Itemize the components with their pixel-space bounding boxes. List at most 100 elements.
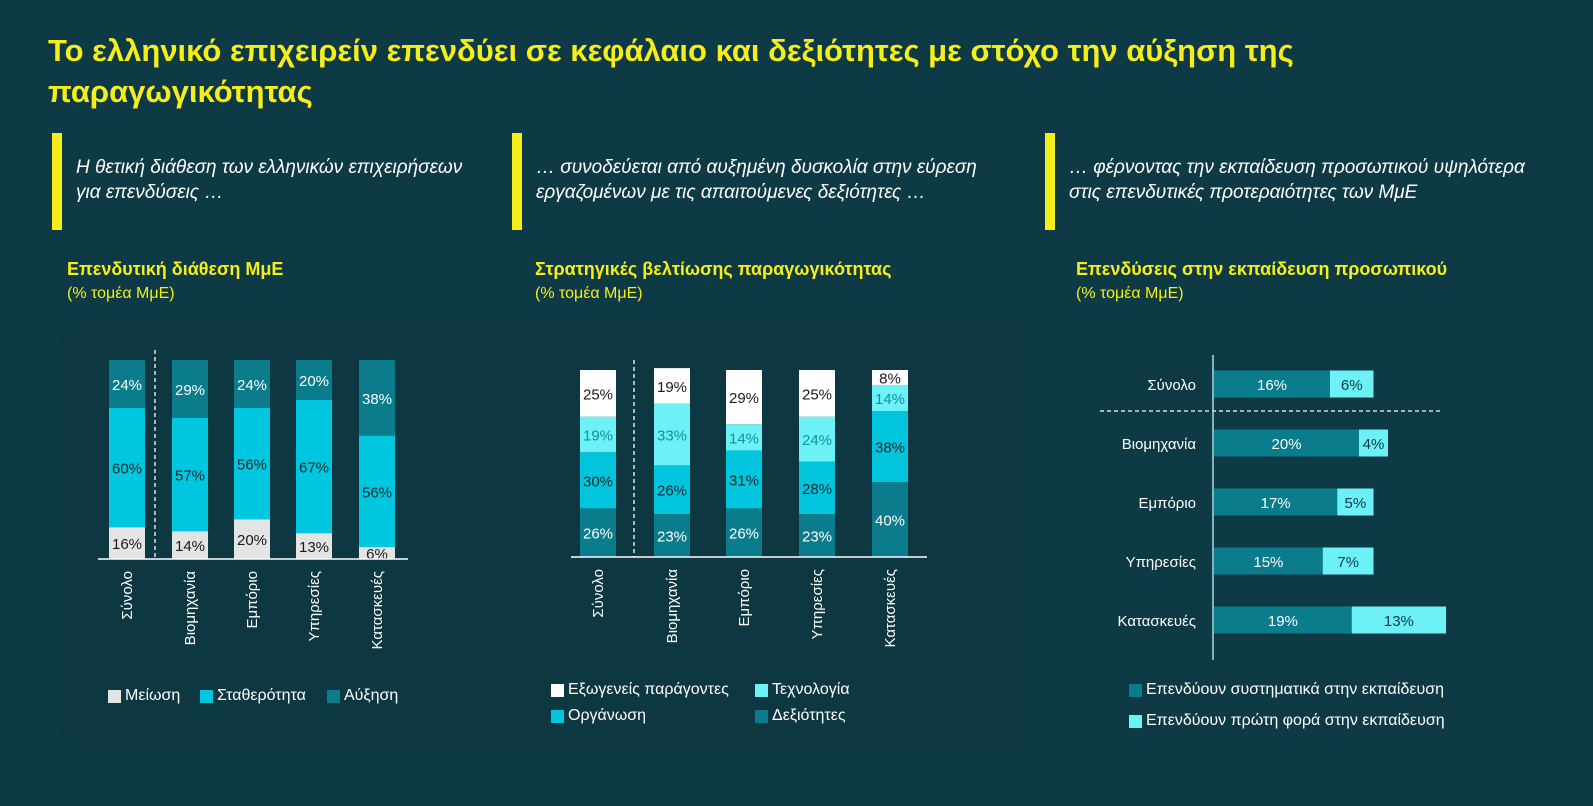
bar-segment (1214, 547, 1323, 575)
legend-swatch (1129, 683, 1142, 697)
data-label: 31% (729, 472, 759, 489)
data-label: 17% (1261, 495, 1291, 512)
bar-segment (654, 403, 690, 466)
data-label: 4% (1363, 436, 1385, 453)
legend-item: Οργάνωση (551, 707, 646, 725)
bar-segment (172, 531, 208, 559)
bar-segment (1214, 370, 1330, 398)
bar-segment (872, 370, 908, 385)
category-label: Κατασκευές (882, 569, 899, 647)
bar-segment (1214, 606, 1352, 634)
bar-segment (1359, 429, 1388, 457)
bar-segment (726, 370, 762, 425)
data-label: 14% (729, 430, 759, 447)
data-label: 5% (1345, 495, 1367, 512)
bar-segment (580, 416, 616, 453)
bar-segment (1214, 429, 1359, 457)
bar-segment (726, 508, 762, 557)
category-label: Σύνολο (1147, 377, 1196, 394)
bar-segment (654, 513, 690, 557)
data-label: 15% (1253, 554, 1283, 571)
data-label: 29% (175, 382, 205, 399)
bar-segment (1351, 606, 1446, 634)
bar-segment (359, 360, 395, 436)
legend-label: Επενδύουν πρώτη φορά στην εκπαίδευση (1146, 712, 1445, 729)
bar-segment (726, 450, 762, 509)
legend-item: Μείωση (108, 687, 180, 705)
bar-segment (799, 416, 835, 462)
bar-segment (109, 407, 145, 528)
legend-label: Εξωγενείς παράγοντες (568, 681, 729, 698)
bar-segment (799, 370, 835, 417)
category-label: Σύνολο (590, 569, 607, 618)
legend-item: Δεξιότητες (755, 707, 846, 725)
bar-segment (359, 435, 395, 548)
chart2-title: Στρατηγικές βελτίωσης παραγωγικότητας (535, 259, 892, 279)
data-label: 20% (299, 373, 329, 390)
data-label: 38% (875, 440, 905, 457)
data-label: 67% (299, 459, 329, 476)
data-label: 60% (112, 460, 142, 477)
bar-segment (109, 360, 145, 408)
bar-segment (799, 513, 835, 557)
chart1-subtitle: (% τομέα ΜμΕ) (67, 285, 175, 302)
data-label: 6% (366, 546, 388, 563)
legend-item: Σταθερότητα (200, 687, 306, 705)
legend-label: Μείωση (125, 687, 181, 704)
legend-item: Επενδύουν συστηματικά στην εκπαίδευση (1129, 681, 1444, 699)
data-label: 57% (175, 467, 205, 484)
bar-segment (654, 465, 690, 514)
legend-label: Τεχνολογία (772, 681, 850, 698)
chart1-title: Επενδυτική διάθεση ΜμΕ (67, 259, 284, 279)
data-label: 20% (1271, 436, 1301, 453)
category-label: Κατασκευές (1118, 613, 1196, 630)
data-label: 33% (657, 428, 687, 445)
category-label: Εμπόριο (244, 571, 261, 629)
bar-segment (359, 547, 395, 559)
legend-swatch (755, 683, 768, 697)
legend-swatch (108, 689, 121, 703)
bar-segment (872, 384, 908, 412)
bar-segment (580, 370, 616, 417)
legend-swatch (755, 709, 768, 723)
data-label: 56% (362, 484, 392, 501)
chart2-subtitle: (% τομέα ΜμΕ) (535, 285, 643, 302)
data-label: 14% (175, 538, 205, 555)
data-label: 30% (583, 473, 613, 490)
bar-segment (872, 482, 908, 557)
bar-segment (109, 527, 145, 559)
data-label: 16% (112, 536, 142, 553)
data-label: 26% (657, 483, 687, 500)
data-label: 13% (1384, 613, 1414, 630)
data-label: 24% (112, 377, 142, 394)
chart3-subtitle: (% τομέα ΜμΕ) (1076, 285, 1184, 302)
bar-segment (296, 533, 332, 559)
legend-label: Επενδύουν συστηματικά στην εκπαίδευση (1146, 681, 1445, 698)
category-label: Υπηρεσίες (1126, 554, 1196, 571)
chart3-title: Επενδύσεις στην εκπαίδευση προσωπικού (1076, 259, 1448, 279)
bar-segment (1330, 370, 1374, 398)
data-label: 23% (657, 528, 687, 545)
data-label: 13% (299, 539, 329, 556)
legend-label: Αύξηση (344, 687, 399, 704)
category-label: Εμπόριο (736, 569, 753, 627)
bar-segment (296, 360, 332, 400)
category-label: Βιομηχανία (664, 569, 681, 644)
quote-1: Η θετική διάθεση των ελληνικών επιχειρήσ… (52, 133, 472, 230)
bar-segment (296, 399, 332, 534)
bar-segment (234, 519, 270, 559)
data-label: 23% (802, 528, 832, 545)
data-label: 19% (583, 428, 613, 445)
category-label: Υπηρεσίες (809, 569, 826, 639)
bar-segment (799, 461, 835, 514)
bar-segment (580, 508, 616, 557)
bar-segment (172, 360, 208, 418)
legend-item: Εξωγενείς παράγοντες (551, 681, 729, 699)
category-label: Βιομηχανία (1122, 436, 1197, 453)
category-label: Υπηρεσίες (306, 571, 323, 641)
legend-swatch (551, 709, 564, 723)
data-label: 7% (1337, 554, 1359, 571)
data-label: 24% (802, 432, 832, 449)
data-label: 16% (1257, 377, 1287, 394)
bar-segment (872, 411, 908, 483)
